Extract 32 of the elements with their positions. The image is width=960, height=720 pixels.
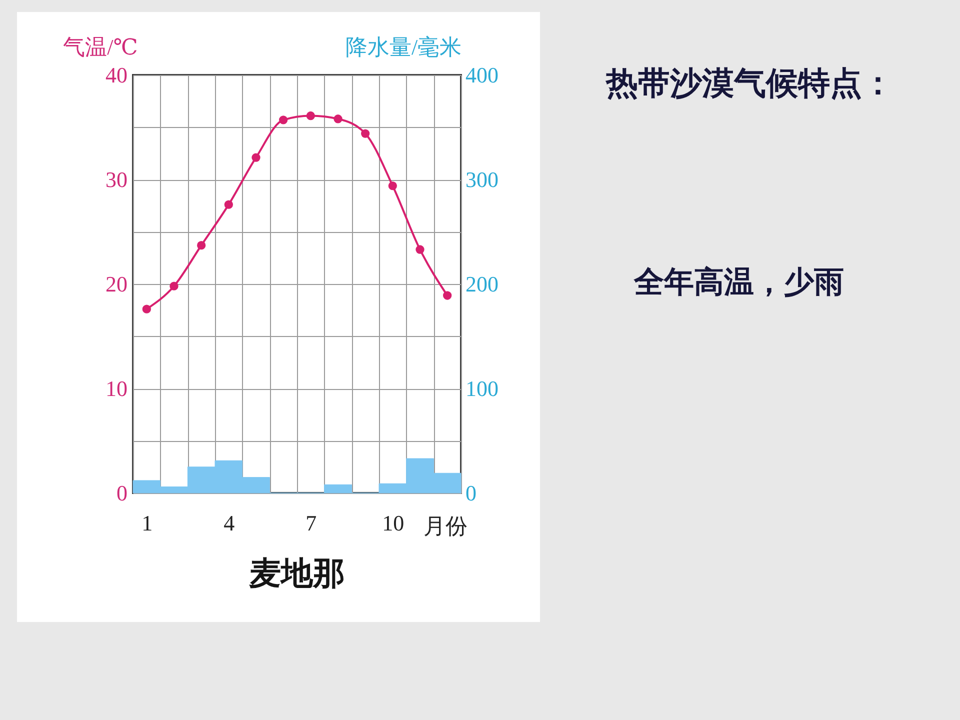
point bbox=[252, 153, 260, 162]
point bbox=[224, 200, 233, 209]
point bbox=[334, 114, 342, 124]
y-tick-label: 40 bbox=[106, 62, 128, 88]
point bbox=[279, 116, 288, 124]
point bbox=[388, 181, 397, 190]
point bbox=[416, 245, 424, 254]
y2-tick-label: 100 bbox=[466, 376, 498, 401]
y2-tick-label: 300 bbox=[466, 167, 498, 192]
point bbox=[197, 241, 206, 250]
text: 麦地那 bbox=[249, 555, 345, 591]
y2-tick-label: 400 bbox=[466, 62, 498, 88]
point bbox=[443, 291, 452, 300]
y2-tick-label: 0 bbox=[466, 480, 476, 506]
y-tick-label: 20 bbox=[106, 272, 128, 296]
point bbox=[170, 282, 178, 290]
y-axis-title: 气温/℃ bbox=[63, 34, 138, 60]
y-tick-label: 10 bbox=[106, 376, 128, 401]
point bbox=[306, 111, 315, 120]
y2-tick-label: 200 bbox=[466, 272, 498, 296]
text: 全年高温，少雨 bbox=[634, 264, 844, 301]
point bbox=[361, 129, 370, 138]
point bbox=[142, 304, 151, 314]
y2-axis-title: 降水量/毫米 bbox=[345, 34, 462, 60]
x-tick-label: 1 bbox=[142, 510, 153, 536]
y-tick-label: 0 bbox=[116, 480, 128, 506]
y-tick-label: 30 bbox=[106, 167, 128, 192]
text: 热带沙漠气候特点： bbox=[606, 64, 894, 103]
x-tick-label: 10 bbox=[382, 510, 404, 536]
x-tick-label: 7 bbox=[306, 510, 317, 536]
x-tick-label: 4 bbox=[224, 510, 235, 536]
x-axis-title: 月份 bbox=[424, 514, 468, 538]
